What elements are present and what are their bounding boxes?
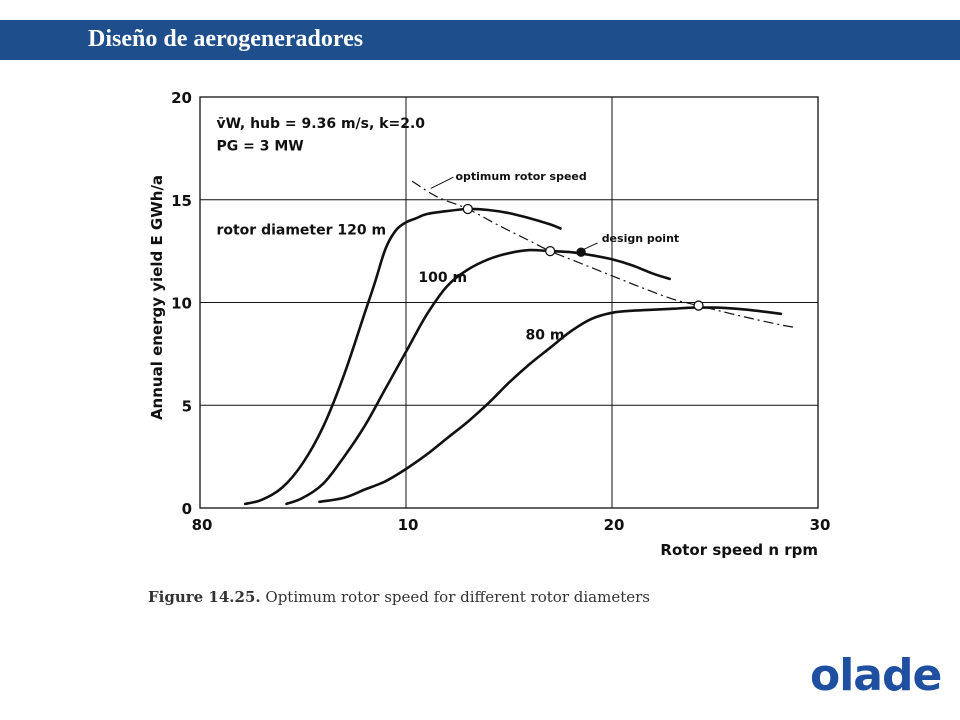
x-tick-label: 80 [192, 516, 213, 534]
series-curve-2 [285, 248, 671, 506]
param-wind-speed: v̄W, hub = 9.36 m/s, k=2.0 [216, 116, 425, 132]
x-tick-label: 30 [810, 516, 831, 534]
y-axis-label: Annual energy yield E GWh/a [148, 175, 166, 420]
caption-text: Optimum rotor speed for different rotor … [265, 588, 650, 606]
optimum-label-leader [430, 176, 454, 189]
x-tick-label: 10 [398, 516, 419, 534]
series-annotation-2: 100 m [418, 270, 467, 286]
param-power: PG = 3 MW [216, 138, 303, 154]
page-title: Diseño de aerogeneradores [88, 26, 364, 52]
figure-caption: Figure 14.25. Optimum rotor speed for di… [148, 588, 650, 606]
optimum-rotor-speed-line [411, 180, 794, 328]
x-axis-label: Rotor speed n rpm [660, 541, 818, 559]
y-tick-label: 0 [182, 500, 192, 518]
optimum-rotor-speed-label: optimum rotor speed [455, 170, 586, 183]
series-curve-1 [244, 207, 562, 506]
y-tick-label: 5 [182, 397, 192, 415]
y-tick-label: 10 [171, 295, 192, 313]
design-point [576, 247, 586, 257]
y-tick-label: 20 [171, 89, 192, 107]
caption-label: Figure 14.25. [148, 588, 261, 606]
y-tick-label: 15 [171, 192, 192, 210]
olade-logo: olade [810, 650, 942, 701]
optimum-point [693, 300, 704, 311]
design-point-leader [583, 242, 598, 250]
optimum-point [462, 203, 473, 215]
series-annotation-1: rotor diameter 120 m [216, 223, 386, 239]
optimum-point [545, 245, 556, 257]
series-annotation-3: 80 m [525, 327, 564, 343]
header-bar: Diseño de aerogeneradores [0, 20, 960, 60]
design-point-label: design point [602, 232, 679, 245]
x-tick-label: 20 [604, 516, 625, 534]
